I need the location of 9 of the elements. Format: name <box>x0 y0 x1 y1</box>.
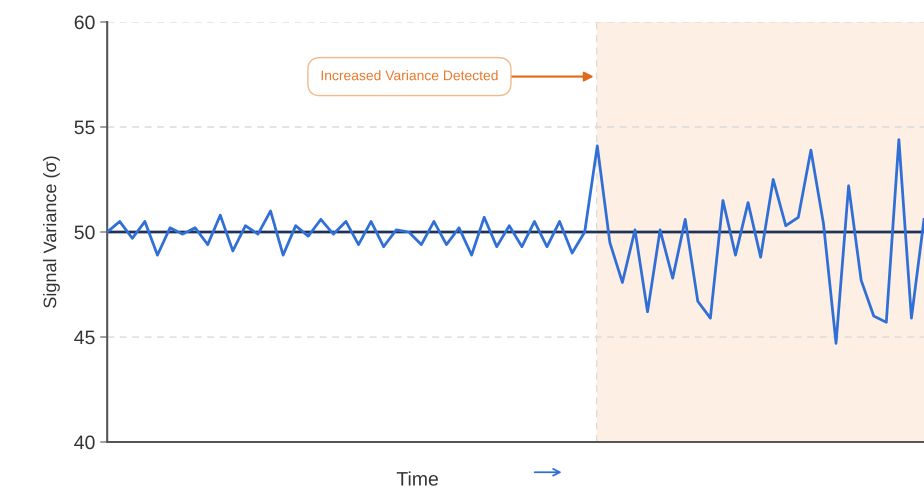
annotation: Increased Variance Detected <box>322 70 498 80</box>
y-tick-label: 40 <box>74 435 95 450</box>
y-tick-label: 60 <box>74 15 95 30</box>
y-axis-title: Signal Variance (σ) <box>43 156 60 308</box>
x-axis-title: Time <box>396 471 438 486</box>
y-tick-label: 55 <box>74 120 95 134</box>
line-series <box>107 138 924 345</box>
y-tick-label: 50 <box>74 225 95 240</box>
y-tick-label: 45 <box>74 330 95 344</box>
